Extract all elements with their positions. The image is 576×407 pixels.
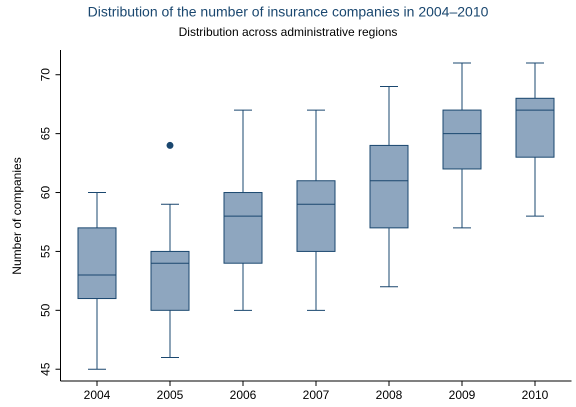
x-tick-label: 2006 bbox=[230, 388, 257, 402]
box bbox=[369, 144, 409, 229]
x-tick-label: 2005 bbox=[157, 388, 184, 402]
box bbox=[150, 250, 190, 311]
chart-subtitle: Distribution across administrative regio… bbox=[179, 25, 398, 39]
y-axis-label: Number of companies bbox=[10, 157, 24, 274]
x-tick-label: 2009 bbox=[449, 388, 476, 402]
chart-title: Distribution of the number of insurance … bbox=[88, 4, 489, 20]
y-tick-label: 50 bbox=[39, 303, 53, 317]
y-tick-label: 45 bbox=[39, 362, 53, 376]
y-tick-label: 70 bbox=[39, 68, 53, 82]
box bbox=[442, 109, 482, 170]
x-tick-label: 2010 bbox=[522, 388, 549, 402]
y-tick-label: 60 bbox=[39, 186, 53, 200]
outlier bbox=[166, 141, 174, 149]
x-tick-label: 2007 bbox=[303, 388, 330, 402]
box bbox=[223, 192, 263, 264]
y-tick-label: 55 bbox=[39, 244, 53, 258]
box bbox=[77, 227, 117, 300]
x-tick-label: 2008 bbox=[376, 388, 403, 402]
box bbox=[515, 97, 555, 158]
y-tick-label: 65 bbox=[39, 127, 53, 141]
box bbox=[296, 180, 336, 252]
x-tick-label: 2004 bbox=[84, 388, 111, 402]
